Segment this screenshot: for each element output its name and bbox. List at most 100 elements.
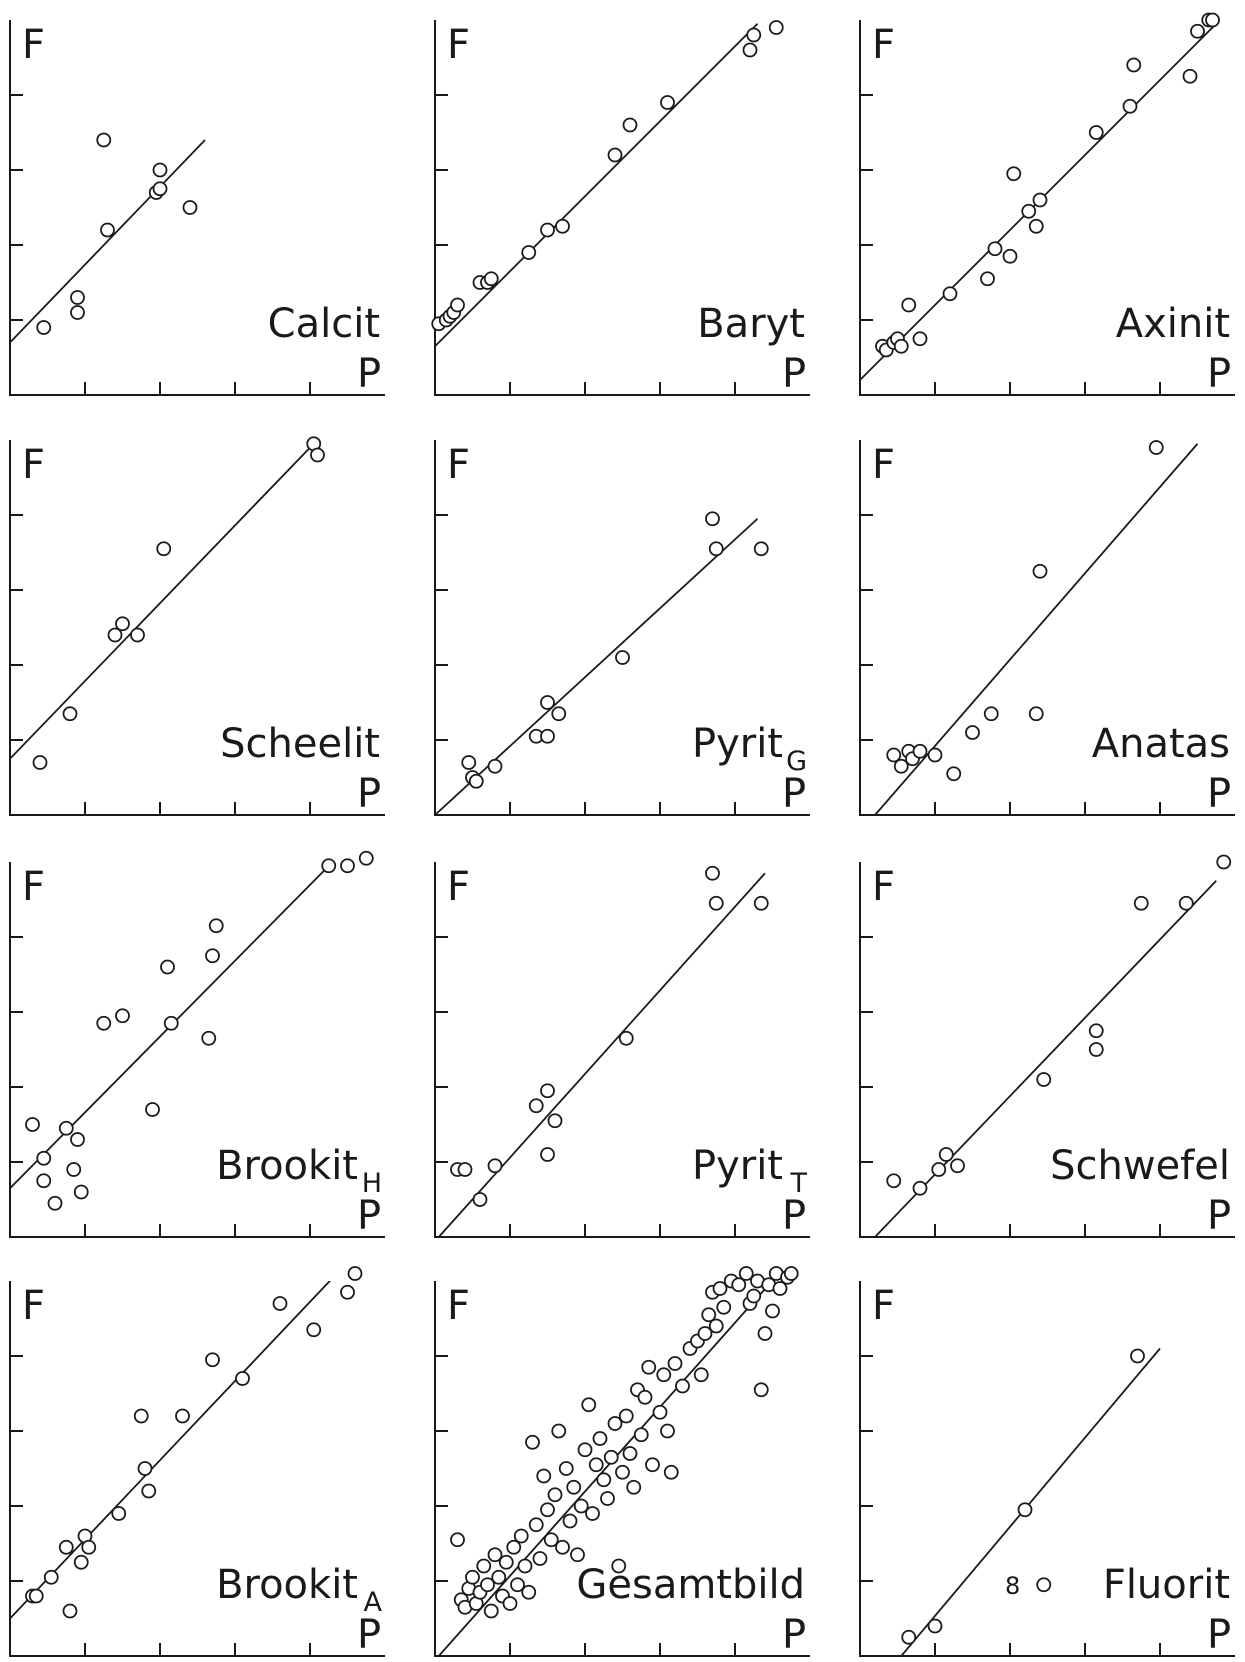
- data-point: [115, 616, 130, 632]
- data-point: [600, 1491, 615, 1506]
- data-point: [73, 1184, 89, 1200]
- data-point: [551, 706, 567, 722]
- data-point: [708, 895, 724, 911]
- data-point: [208, 918, 224, 934]
- data-point: [570, 1547, 585, 1563]
- axes: [434, 1281, 810, 1657]
- data-point: [163, 1015, 179, 1031]
- data-point: [141, 1483, 157, 1499]
- data-point: [1126, 57, 1142, 73]
- data-point: [667, 1356, 683, 1371]
- data-point: [705, 511, 720, 527]
- data-point: [70, 305, 85, 320]
- data-point: [513, 1528, 529, 1544]
- data-point: [1088, 1023, 1104, 1039]
- data-point: [517, 1558, 533, 1574]
- data-point: [901, 1629, 917, 1645]
- panel-title: Axinit: [1116, 301, 1230, 347]
- data-point: [772, 1281, 788, 1296]
- panel-title: Scheelit: [220, 721, 380, 767]
- data-point: [468, 773, 484, 789]
- x-axis-label: P: [357, 771, 381, 817]
- data-point: [201, 1030, 217, 1046]
- data-point: [25, 1117, 40, 1132]
- y-axis-label: F: [447, 864, 470, 910]
- data-point: [152, 181, 168, 197]
- y-axis-label: F: [872, 442, 895, 488]
- data-point: [1216, 854, 1232, 870]
- data-point: [633, 1427, 649, 1443]
- data-point: [765, 1303, 780, 1319]
- data-point: [506, 1539, 522, 1555]
- data-point: [618, 1408, 634, 1424]
- data-point: [100, 222, 115, 238]
- data-point: [81, 1539, 97, 1555]
- data-point: [62, 706, 78, 722]
- data-point: [588, 1457, 604, 1473]
- x-axis-label: P: [1207, 771, 1231, 817]
- x-axis-label: P: [782, 1612, 806, 1658]
- data-point: [58, 1120, 74, 1136]
- data-point: [36, 1150, 52, 1166]
- x-axis-label: P: [782, 351, 806, 397]
- data-point: [618, 1030, 634, 1046]
- axes: [859, 862, 1235, 1238]
- data-point: [1036, 1072, 1052, 1087]
- data-point: [47, 1195, 63, 1211]
- data-point: [660, 1423, 675, 1439]
- panel-title: Gesamtbild: [576, 1562, 805, 1608]
- data-point: [521, 1584, 537, 1600]
- data-point: [310, 447, 325, 463]
- axes: [859, 440, 1235, 816]
- data-point: [716, 1299, 732, 1315]
- data-point: [347, 1266, 363, 1281]
- data-point: [562, 1513, 578, 1529]
- data-point: [70, 290, 85, 305]
- data-point: [742, 42, 758, 58]
- data-point: [1032, 563, 1048, 579]
- data-point: [358, 850, 374, 866]
- data-point: [73, 1554, 89, 1570]
- panel-title-subscript: H: [362, 1168, 382, 1199]
- data-point: [487, 758, 503, 774]
- axes: [434, 20, 810, 396]
- data-point: [693, 1367, 709, 1383]
- data-point: [886, 1173, 902, 1189]
- regression-line: [435, 518, 759, 816]
- data-point: [927, 1618, 943, 1634]
- data-point: [1021, 203, 1037, 219]
- data-point: [1017, 1502, 1033, 1518]
- data-point: [487, 1547, 503, 1563]
- data-point: [987, 241, 1003, 257]
- y-axis-label: F: [22, 1283, 45, 1329]
- x-axis-label: P: [782, 771, 806, 817]
- regression-line: [10, 443, 315, 760]
- data-point: [205, 1352, 220, 1368]
- data-point: [137, 1461, 153, 1476]
- data-point: [498, 1554, 514, 1570]
- regression-line: [900, 1347, 1161, 1657]
- data-point: [585, 1506, 600, 1521]
- data-point: [901, 297, 917, 313]
- data-point: [753, 895, 769, 911]
- panel-title-subscript: G: [786, 746, 807, 777]
- x-axis-label: P: [782, 1193, 806, 1239]
- axes: [859, 1281, 1235, 1657]
- data-point: [156, 541, 172, 557]
- data-point: [115, 1008, 130, 1024]
- data-point: [1032, 192, 1048, 208]
- data-point: [622, 1446, 638, 1461]
- data-point: [340, 1284, 355, 1300]
- data-point: [96, 132, 112, 148]
- data-point: [938, 1147, 954, 1162]
- data-point: [712, 1281, 728, 1296]
- data-point: [1133, 895, 1149, 911]
- y-axis-label: F: [872, 22, 895, 68]
- data-point: [1205, 12, 1220, 28]
